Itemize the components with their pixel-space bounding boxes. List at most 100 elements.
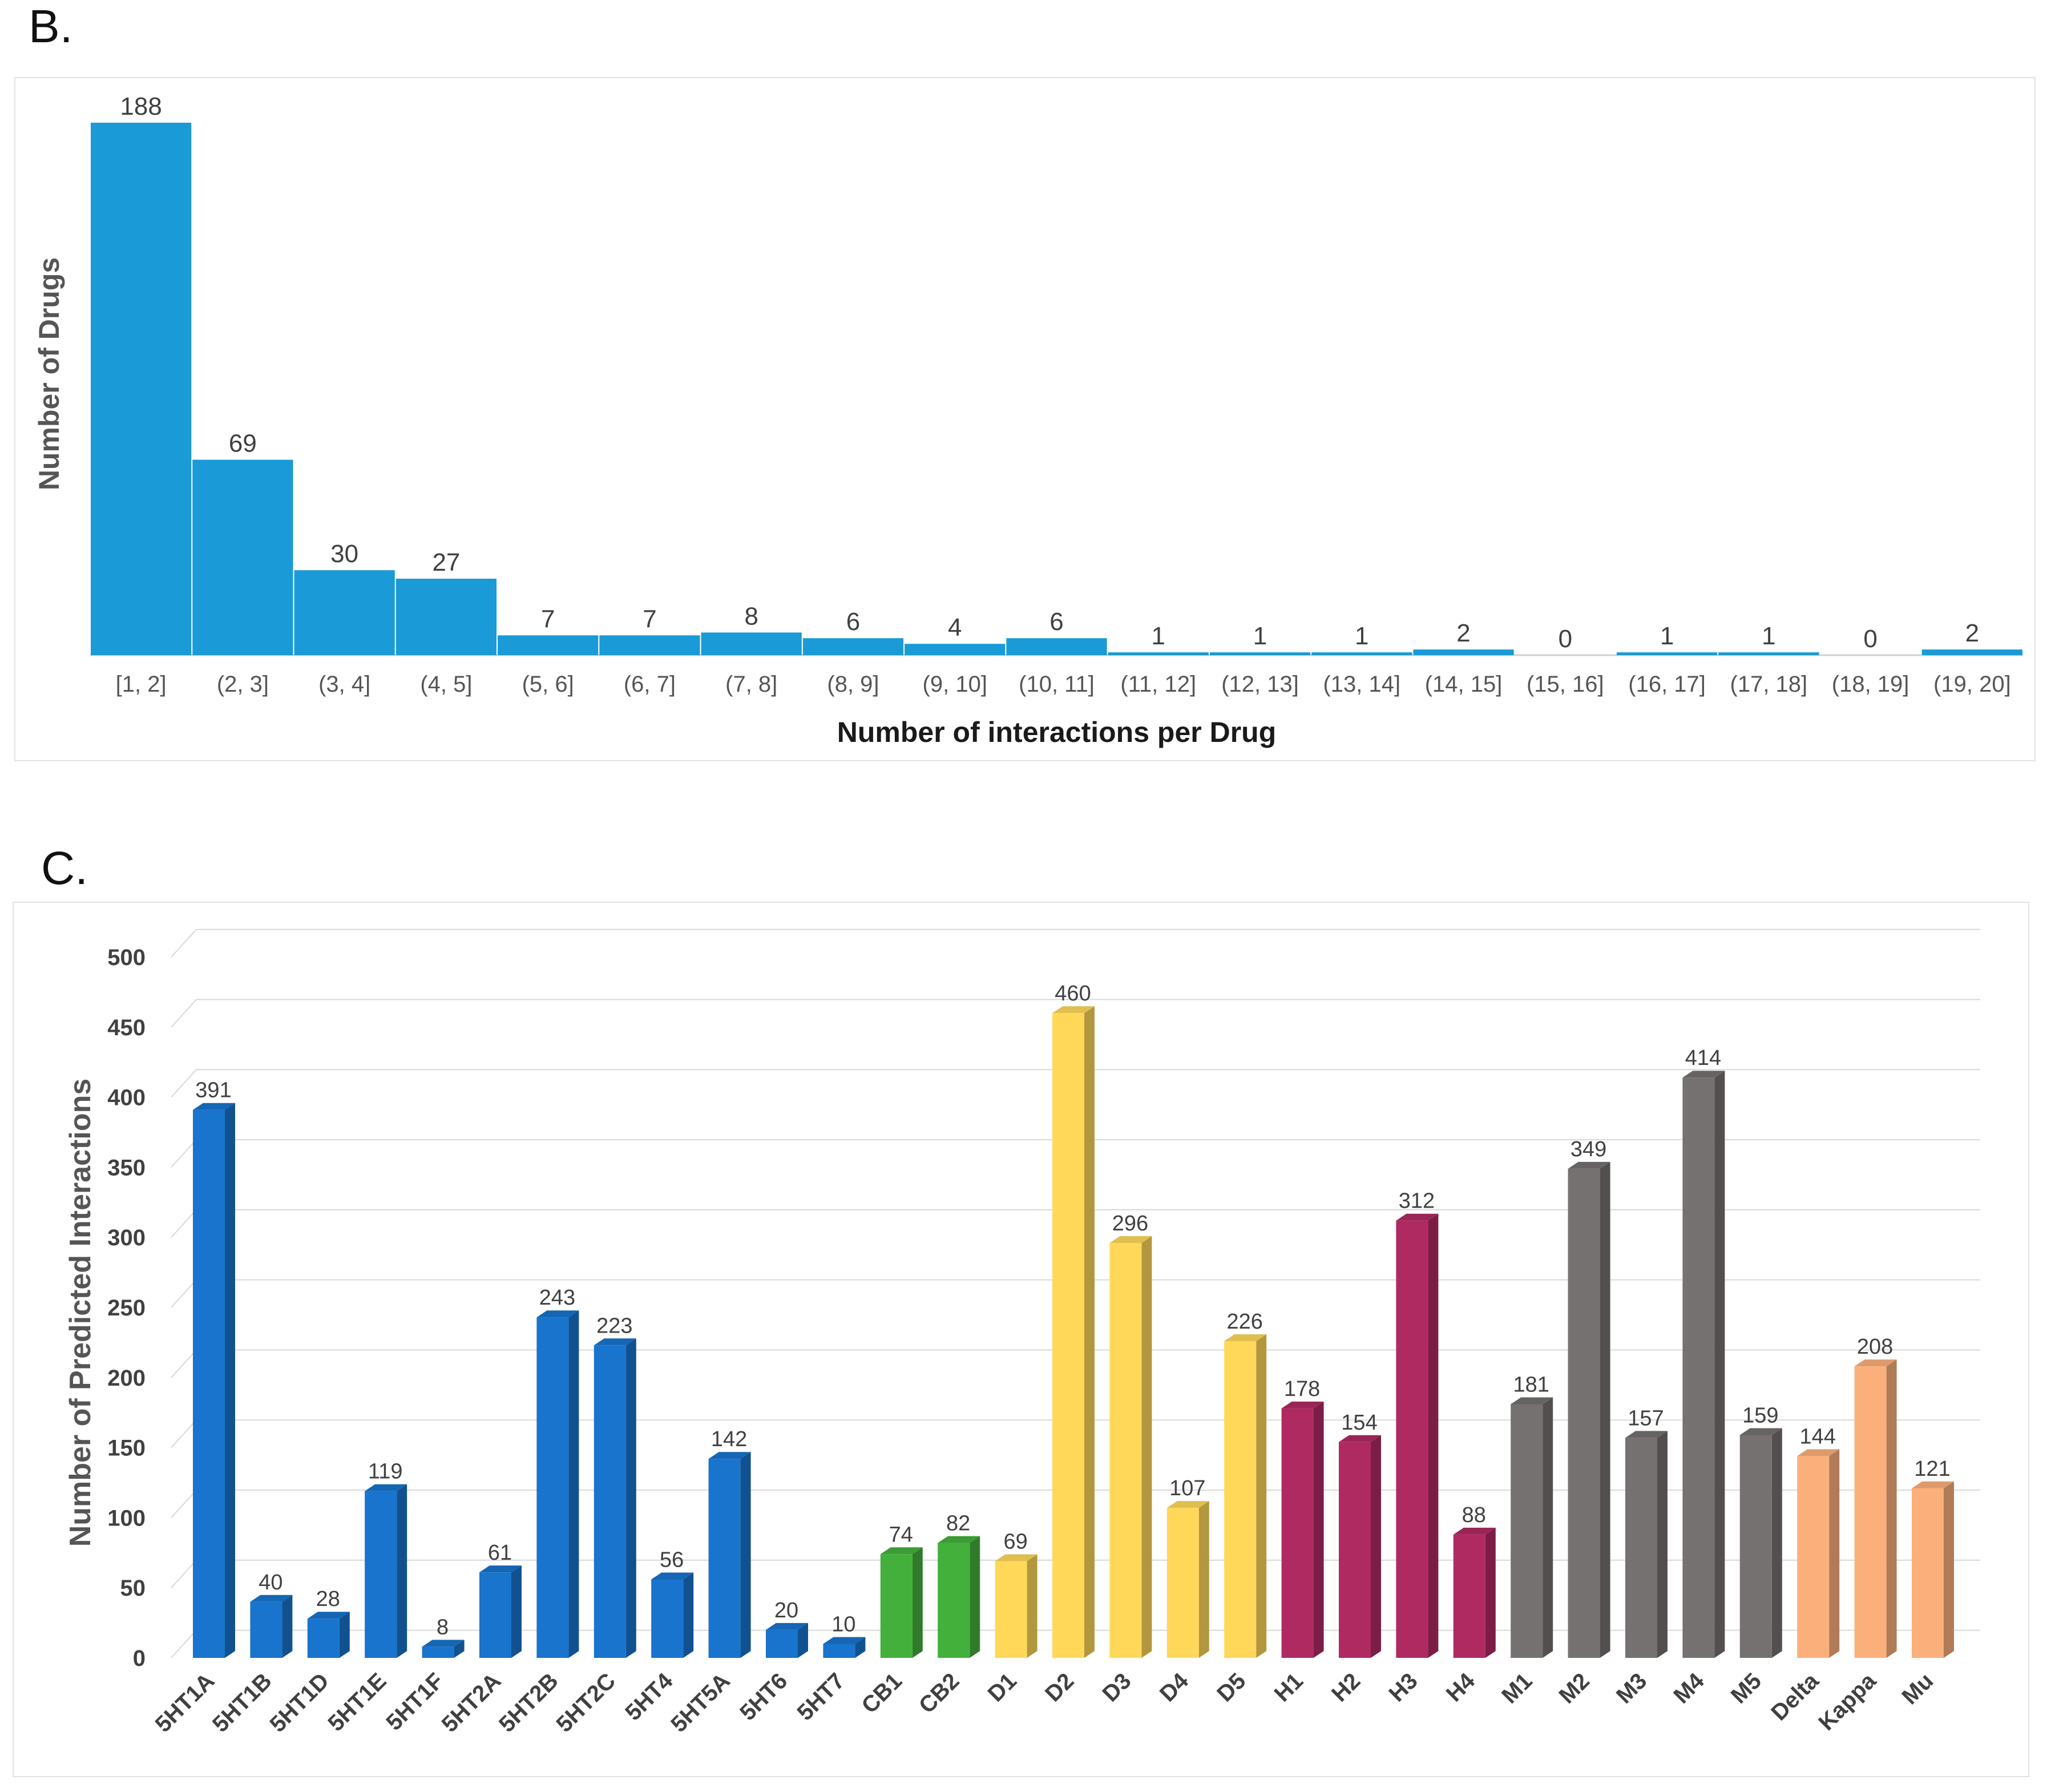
chart-c-bar (1682, 1077, 1715, 1658)
chart-c-bar-top (938, 1536, 980, 1543)
chart-c-bar (479, 1572, 511, 1658)
chart-c-bar (938, 1543, 970, 1658)
chart-c-bar-side (397, 1484, 407, 1658)
chart-c-x-tick-label: 5HT1A (151, 1668, 220, 1737)
chart-c-bar-top (193, 1103, 235, 1110)
chart-c-data-label: 208 (1857, 1335, 1893, 1359)
chart-c-bar-top (1166, 1501, 1209, 1508)
chart-c-x-tick-label: D3 (1097, 1668, 1136, 1706)
chart-c-x-tick-label: M2 (1555, 1668, 1594, 1708)
chart-b-bar (1718, 652, 1819, 656)
chart-c-bar-top (1625, 1431, 1668, 1438)
chart-c-bar-side (1313, 1401, 1324, 1658)
chart-c-bar-top (479, 1565, 522, 1573)
chart-b-bar (905, 644, 1006, 655)
chart-c-gridline-depth (171, 1279, 197, 1308)
chart-c-data-label: 82 (946, 1512, 970, 1536)
chart-c-data-label: 121 (1914, 1457, 1950, 1481)
chart-c-y-tick-label: 100 (107, 1506, 146, 1531)
chart-c-gridline-depth (171, 999, 197, 1028)
chart-c-bar (766, 1629, 798, 1658)
chart-c-bar-side (1714, 1071, 1725, 1658)
chart-c-bar-side (1657, 1431, 1668, 1658)
chart-c-data-label: 61 (488, 1541, 512, 1565)
chart-c-bar-side (1428, 1213, 1439, 1658)
chart-b-data-label: 30 (330, 540, 358, 568)
chart-c-bar-side (625, 1338, 636, 1658)
chart-b-bar (1006, 638, 1107, 655)
chart-c-data-label: 157 (1628, 1406, 1664, 1430)
chart-c-bar-top (536, 1310, 579, 1318)
chart-b-data-label: 1 (1660, 622, 1674, 650)
chart-c-bar-top (1109, 1236, 1152, 1244)
chart-b-data-label: 6 (846, 608, 860, 636)
chart-c-bar (422, 1646, 454, 1658)
chart-c-bar (307, 1619, 340, 1658)
chart-c-data-label: 181 (1513, 1373, 1549, 1397)
chart-c-data-label: 178 (1284, 1377, 1320, 1401)
chart-c-bar-side (1944, 1481, 1954, 1658)
chart-c-bar (1339, 1442, 1371, 1658)
chart-c-bar-top (823, 1637, 866, 1644)
chart-b-data-label: 7 (643, 605, 656, 633)
chart-c-bar-top (1854, 1359, 1897, 1367)
chart-c-gridline-depth (171, 1209, 197, 1238)
chart-c-bar-side (1371, 1435, 1381, 1658)
chart-b-x-tick-label: (7, 8] (725, 672, 777, 697)
chart-c-y-tick-label: 400 (107, 1085, 146, 1111)
chart-b-x-tick-label: (18, 19] (1832, 672, 1909, 697)
chart-c-bar (1052, 1013, 1084, 1658)
chart-b-x-tick-label: (17, 18] (1730, 672, 1808, 697)
chart-c-bar-side (1600, 1161, 1610, 1658)
chart-b-bar (599, 635, 700, 655)
chart-b-x-tick-label: (6, 7] (624, 672, 676, 697)
chart-c-gridline-depth (171, 1069, 197, 1098)
chart-b-x-tick-label: (5, 6] (522, 672, 574, 697)
chart-c-y-tick-label: 250 (107, 1295, 146, 1321)
chart-c-gridline-depth (171, 1490, 197, 1519)
chart-c-bar-side (1829, 1449, 1840, 1658)
chart-c-data-label: 296 (1112, 1212, 1148, 1236)
chart-c-data-label: 223 (596, 1314, 632, 1338)
chart-c-data-label: 107 (1169, 1476, 1205, 1500)
chart-b-x-tick-label: [1, 2] (116, 672, 167, 697)
chart-c-bar (1912, 1488, 1944, 1658)
chart-c-bar (880, 1554, 913, 1658)
chart-c-data-label: 69 (1003, 1530, 1027, 1554)
chart-c-bar-side (225, 1103, 235, 1658)
chart-c-bar-side (1771, 1428, 1782, 1658)
chart-b-x-tick-label: (8, 9] (827, 672, 879, 697)
chart-c-data-label: 142 (711, 1427, 747, 1451)
chart-c-x-tick-label: 5HT1E (323, 1668, 391, 1736)
chart-c-y-axis-title: Number of Predicted Interactions (64, 1079, 97, 1547)
chart-c-x-tick-label: 5HT1B (208, 1668, 277, 1737)
chart-c-bar-top (1797, 1449, 1840, 1456)
chart-c-bar-side (1198, 1501, 1209, 1658)
chart-c-bar (1625, 1438, 1657, 1658)
chart-c-x-tick-label: D1 (983, 1668, 1022, 1706)
chart-c-bar-side (970, 1536, 980, 1658)
chart-b-bar (395, 579, 497, 655)
chart-b-bar (1209, 652, 1311, 656)
chart-b-bar (802, 638, 904, 655)
chart-b-x-tick-label: (4, 5] (420, 672, 472, 697)
chart-c-bar-side (740, 1452, 751, 1658)
chart-c-x-tick-label: 5HT1F (381, 1668, 449, 1736)
chart-b-data-label: 0 (1863, 625, 1877, 653)
chart-c-bar-side (454, 1640, 465, 1658)
chart-b-bar (1616, 652, 1718, 656)
chart-b-bar (498, 635, 599, 655)
chart-c-data-label: 414 (1685, 1046, 1721, 1070)
chart-c-x-tick-label: H1 (1270, 1668, 1308, 1706)
chart-b-data-label: 1 (1253, 622, 1267, 650)
chart-c-bar (250, 1601, 282, 1658)
chart-c-x-tick-label: M4 (1669, 1668, 1709, 1709)
chart-c-data-label: 144 (1799, 1424, 1835, 1448)
chart-b-bar (1921, 649, 2022, 655)
chart-c-data-label: 154 (1341, 1411, 1377, 1435)
chart-c-bar-side (511, 1565, 522, 1658)
chart-c-bar (1109, 1243, 1142, 1658)
chart-c-bar-top (1453, 1527, 1496, 1535)
chart-c-data-label: 74 (889, 1523, 913, 1547)
